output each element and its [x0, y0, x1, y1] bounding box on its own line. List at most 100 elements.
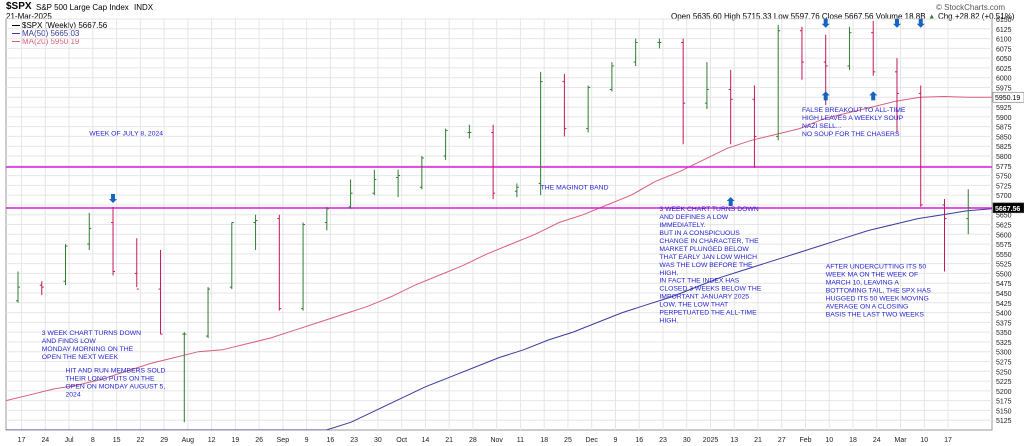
- annotation-three-week-bottom-line: AND FINDS LOW: [42, 338, 97, 345]
- annotation-hit-and-run-line: THEIR LONG PUTS ON THE: [66, 375, 155, 382]
- annotation-hit-and-run-line: HIT AND RUN MEMBERS SOLD: [66, 367, 166, 374]
- y-tick-label: 6125: [996, 27, 1012, 34]
- x-tick-label: 15: [113, 437, 121, 444]
- y-tick-label: 5650: [996, 213, 1012, 220]
- open-value: 5635.60: [692, 12, 722, 21]
- low-value: 5597.76: [790, 12, 820, 21]
- x-tick-label: 26: [255, 437, 263, 444]
- annotation-false-breakout-line: NO SOUP FOR THE CHASERS: [802, 131, 900, 138]
- annotation-hit-and-run-line: 2024: [66, 391, 81, 398]
- legend-ma20-text: MA(20) 5950.19: [22, 37, 80, 46]
- annotation-after-undercutting-line: BOTTOMING TAIL, THE SPX HAS: [826, 288, 932, 295]
- legend-ma50: MA(50) 5665.03: [12, 29, 79, 38]
- annotation-after-undercutting-line: BASIS THE LAST TWO WEEKS: [826, 312, 925, 319]
- y-tick-label: 5550: [996, 252, 1012, 259]
- annotation-in-fact-line: PERPETUATED THE ALL-TIME: [659, 309, 757, 316]
- legend-ma20: MA(20) 5950.19: [12, 37, 79, 46]
- x-tick-label: 19: [231, 437, 239, 444]
- y-tick-label: 5525: [996, 262, 1012, 269]
- x-tick-label: 17: [18, 437, 26, 444]
- annotation-three-week-top-line: THAT EARLY JAN LOW WHICH: [659, 254, 757, 261]
- x-tick-label: 9: [305, 437, 309, 444]
- annotation-three-week-top-line: IMMEDIATELY.: [659, 222, 705, 229]
- x-tick-label: 23: [659, 437, 667, 444]
- chg-label: Chg: [937, 12, 953, 21]
- y-tick-label: 6025: [996, 66, 1012, 73]
- y-tick-label: 5825: [996, 144, 1012, 151]
- x-tick-label: 16: [635, 437, 643, 444]
- y-tick-label: 5300: [996, 350, 1012, 357]
- annotation-after-undercutting-line: AFTER UNDERCUTTING ITS 50: [826, 264, 927, 271]
- annotation-three-week-top-line: AND DEFINES A LOW: [659, 214, 728, 221]
- y-tick-label: 5975: [996, 86, 1012, 93]
- annotation-false-breakout-line: HIGH LEAVES A WEEKLY SOUP: [802, 115, 904, 122]
- volume-label: Volume: [875, 12, 903, 21]
- down-arrow-icon: [916, 18, 925, 28]
- y-tick-label: 5775: [996, 164, 1012, 171]
- x-tick-label: 16: [326, 437, 334, 444]
- x-tick-label: 10: [920, 437, 928, 444]
- x-tick-label: 29: [160, 437, 168, 444]
- x-tick-label: 9: [614, 437, 618, 444]
- y-tick-label: 6075: [996, 46, 1012, 53]
- x-tick-label: Nov: [490, 437, 503, 444]
- annotation-after-undercutting-line: AVERAGE ON A CLOSING: [826, 304, 909, 311]
- copyright: © StockCharts.com: [936, 3, 1006, 12]
- y-tick-label: 5925: [996, 105, 1012, 112]
- down-arrow-icon: [821, 18, 830, 28]
- y-tick-label: 5125: [996, 418, 1012, 425]
- low-label: Low: [773, 12, 789, 21]
- annotation-in-fact-line: IMPORTANT JANUARY 2025: [659, 293, 749, 300]
- ma20-series-line: [5, 95, 992, 402]
- y-tick-label: 5250: [996, 369, 1012, 376]
- annotation-three-week-bottom-line: MONDAY MORNING ON THE: [42, 346, 134, 353]
- annotation-three-week-top-line: WAS THE LOW BEFORE THE: [659, 262, 753, 269]
- chg-value: +28.82 (+0.51%): [954, 12, 1015, 21]
- x-tick-label: 17: [944, 437, 952, 444]
- high-label: High: [723, 12, 741, 21]
- x-tick-label: Mar: [895, 437, 908, 444]
- x-tick-label: 23: [350, 437, 358, 444]
- annotation-hit-and-run-line: OPEN ON MONDAY AUGUST 5,: [66, 383, 166, 390]
- up-arrow-icon: [869, 91, 878, 101]
- x-tick-label: 21: [445, 437, 453, 444]
- y-tick-label: 5375: [996, 320, 1012, 327]
- x-tick-label: 22: [136, 437, 144, 444]
- annotation-three-week-bottom-line: 3 WEEK CHART TURNS DOWN: [42, 330, 141, 337]
- y-tick-label: 5225: [996, 379, 1012, 386]
- x-tick-label: 30: [683, 437, 691, 444]
- y-tick-label: 5900: [996, 115, 1012, 122]
- y-tick-label: 5600: [996, 232, 1012, 239]
- x-tick-label: Sep: [277, 437, 290, 444]
- high-value: 5715.33: [742, 12, 772, 21]
- x-tick-label: 14: [422, 437, 430, 444]
- x-tick-label: 27: [778, 437, 786, 444]
- x-tick-label: 24: [41, 437, 49, 444]
- annotation-after-undercutting-line: WEEK MA ON THE WEEK OF: [826, 272, 918, 279]
- chart-symbol: $SPX: [6, 1, 32, 12]
- x-tick-label: 18: [540, 437, 548, 444]
- legend-ma50-text: MA(50) 5665.03: [22, 29, 80, 38]
- annotation-three-week-top-line: 3 WEEK CHART TURNS DOWN: [659, 206, 758, 213]
- chg-arrow-icon: ▲: [927, 12, 936, 21]
- chart-date: 21-Mar-2025: [6, 12, 52, 21]
- y-tick-label: 6100: [996, 37, 1012, 44]
- price-tag-label: 5667.56: [995, 206, 1020, 213]
- annotation-in-fact-line: LOW, THE LOW THAT: [659, 301, 728, 308]
- x-tick-label: 12: [208, 437, 216, 444]
- y-tick-label: 5475: [996, 281, 1012, 288]
- x-tick-label: 30: [374, 437, 382, 444]
- legend-main-text: $SPX (Weekly) 5667.56: [22, 21, 108, 30]
- down-arrow-icon: [892, 18, 901, 28]
- annotation-false-breakout-line: NAZI SELL...: [802, 123, 842, 130]
- x-tick-label: 21: [754, 437, 762, 444]
- y-tick-label: 5350: [996, 330, 1012, 337]
- legend-main: $SPX (Weekly) 5667.56: [12, 21, 107, 30]
- y-tick-label: 5500: [996, 271, 1012, 278]
- annotation-week-of-july-line: WEEK OF JULY 8, 2024: [89, 131, 163, 138]
- y-tick-label: 5275: [996, 360, 1012, 367]
- close-label: Close: [821, 12, 843, 21]
- volume-value: 18.8B: [904, 12, 926, 21]
- price-tag-box: [992, 202, 1024, 214]
- y-tick-label: 5450: [996, 291, 1012, 298]
